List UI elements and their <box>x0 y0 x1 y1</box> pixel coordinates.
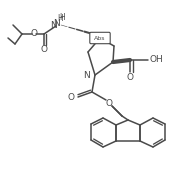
Text: N: N <box>54 18 60 27</box>
Text: N: N <box>50 20 57 30</box>
Text: O: O <box>40 46 48 55</box>
Text: Abs: Abs <box>94 36 106 40</box>
Text: O: O <box>127 73 134 81</box>
Text: OH: OH <box>149 55 163 64</box>
Text: H: H <box>59 12 65 21</box>
Text: H: H <box>57 14 63 23</box>
Text: O: O <box>31 30 37 39</box>
Text: O: O <box>67 93 74 102</box>
Text: N: N <box>83 71 90 80</box>
Text: O: O <box>105 99 112 108</box>
FancyBboxPatch shape <box>90 32 110 44</box>
